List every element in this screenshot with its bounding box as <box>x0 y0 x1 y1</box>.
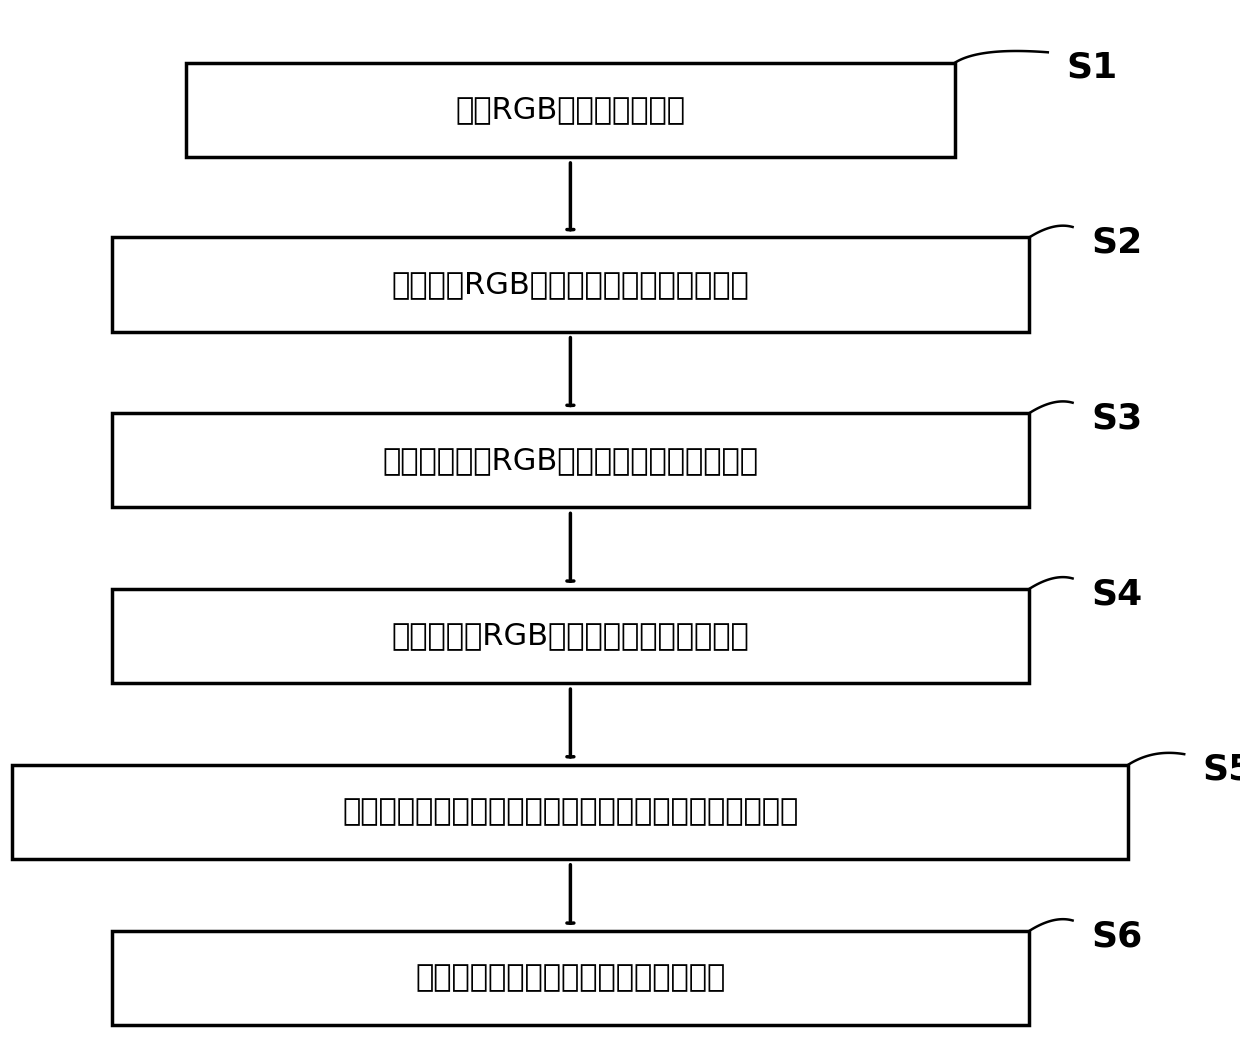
Text: S4: S4 <box>1091 577 1142 611</box>
FancyBboxPatch shape <box>112 237 1029 332</box>
FancyBboxPatch shape <box>186 63 955 157</box>
Text: S5: S5 <box>1203 753 1240 787</box>
Text: 将配准后的RGB图像和红外图像进行融合: 将配准后的RGB图像和红外图像进行融合 <box>392 621 749 651</box>
Text: S6: S6 <box>1091 919 1142 953</box>
Text: 将人脸从融合图像中截出，并通过检测关键点将人脸对齐: 将人脸从融合图像中截出，并通过检测关键点将人脸对齐 <box>342 797 799 826</box>
Text: S1: S1 <box>1066 51 1117 85</box>
Text: 采集RGB图像和红外图像: 采集RGB图像和红外图像 <box>455 95 686 124</box>
Text: S3: S3 <box>1091 402 1142 435</box>
FancyBboxPatch shape <box>12 765 1128 859</box>
Text: 将采集的RGB图像和红外图像进行预处理: 将采集的RGB图像和红外图像进行预处理 <box>392 270 749 299</box>
Text: 将预处理后的RGB图像和红外图像进行配准: 将预处理后的RGB图像和红外图像进行配准 <box>382 446 759 475</box>
FancyBboxPatch shape <box>112 413 1029 507</box>
FancyBboxPatch shape <box>112 589 1029 683</box>
FancyBboxPatch shape <box>112 931 1029 1025</box>
Text: 将对齐后的人脸图像进行面部特征提取: 将对齐后的人脸图像进行面部特征提取 <box>415 963 725 993</box>
Text: S2: S2 <box>1091 226 1142 259</box>
